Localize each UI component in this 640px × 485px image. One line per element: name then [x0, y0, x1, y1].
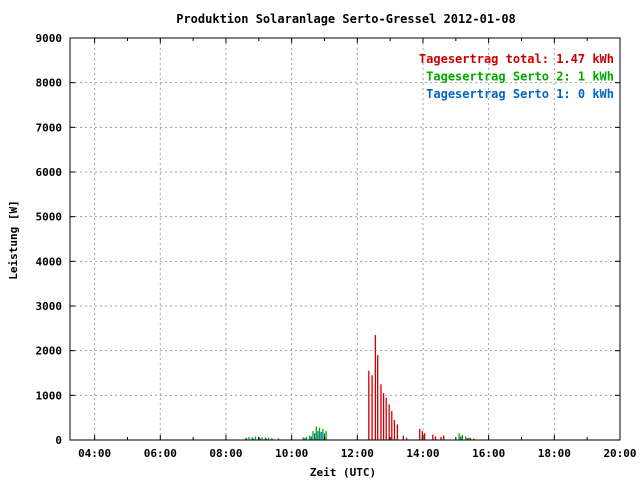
bars — [245, 335, 475, 440]
y-tick-label: 2000 — [36, 345, 63, 358]
x-tick-label: 20:00 — [603, 447, 636, 460]
y-tick-label: 8000 — [36, 77, 63, 90]
grid — [70, 38, 620, 440]
axis-ticks: 0 1000 2000 3000 4000 5000 6000 7000 8000 9000 04:… — [36, 32, 637, 460]
x-tick-label: 06:00 — [144, 447, 177, 460]
y-tick-label: 6000 — [36, 166, 63, 179]
x-tick-label: 10:00 — [275, 447, 308, 460]
x-tick-label: 04:00 — [78, 447, 111, 460]
x-tick-label: 14:00 — [406, 447, 439, 460]
x-tick-label: 12:00 — [341, 447, 374, 460]
x-tick-label: 18:00 — [538, 447, 571, 460]
y-axis-label: Leistung [W] — [7, 200, 20, 279]
legend-entry-2: Tagesertrag Serto 2: 1 kWh — [426, 70, 614, 84]
plot-frame — [69, 37, 621, 441]
y-tick-label: 9000 — [36, 32, 63, 45]
x-axis-label: Zeit (UTC) — [310, 466, 376, 479]
y-tick-label: 0 — [55, 434, 62, 447]
chart-title: Produktion Solaranlage Serto-Gressel 201… — [176, 12, 516, 26]
legend-entry-1: Tagesertrag total: 1.47 kWh — [419, 52, 614, 66]
legend-entry-3: Tagesertrag Serto 1: 0 kWh — [426, 87, 614, 101]
x-tick-label: 16:00 — [472, 447, 505, 460]
x-tick-label: 08:00 — [209, 447, 242, 460]
y-tick-label: 4000 — [36, 255, 63, 268]
y-tick-label: 5000 — [36, 211, 63, 224]
y-tick-label: 7000 — [36, 121, 63, 134]
y-tick-label: 3000 — [36, 300, 63, 313]
y-tick-label: 1000 — [36, 389, 63, 402]
legend: Tagesertrag total: 1.47 kWh Tagesertrag S… — [419, 52, 614, 101]
